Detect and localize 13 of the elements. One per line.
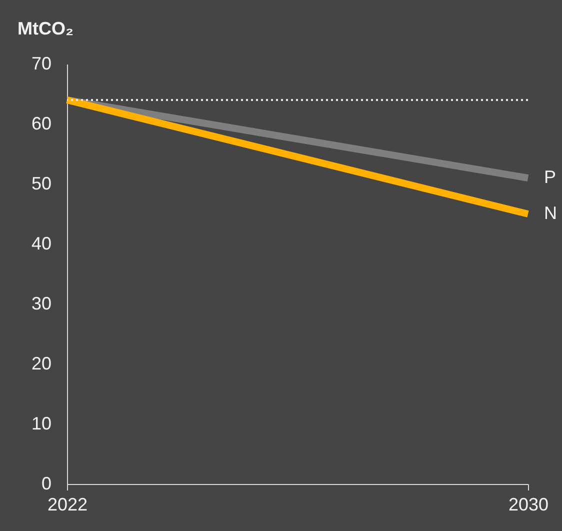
series-label: P <box>544 167 556 187</box>
y-tick-label: 60 <box>31 114 52 134</box>
y-tick-label: 30 <box>31 294 52 314</box>
series-label: N <box>544 203 557 223</box>
x-tick-label: 2030 <box>508 494 549 514</box>
y-tick-label: 50 <box>31 174 52 194</box>
y-tick-label: 10 <box>31 414 52 434</box>
y-tick-label: 40 <box>31 234 52 254</box>
y-axis-title: MtCO₂ <box>18 18 74 38</box>
y-tick-label: 0 <box>41 474 52 494</box>
y-tick-label: 20 <box>31 354 52 374</box>
x-tick-label: 2022 <box>47 494 88 514</box>
y-tick-label: 70 <box>31 54 52 74</box>
